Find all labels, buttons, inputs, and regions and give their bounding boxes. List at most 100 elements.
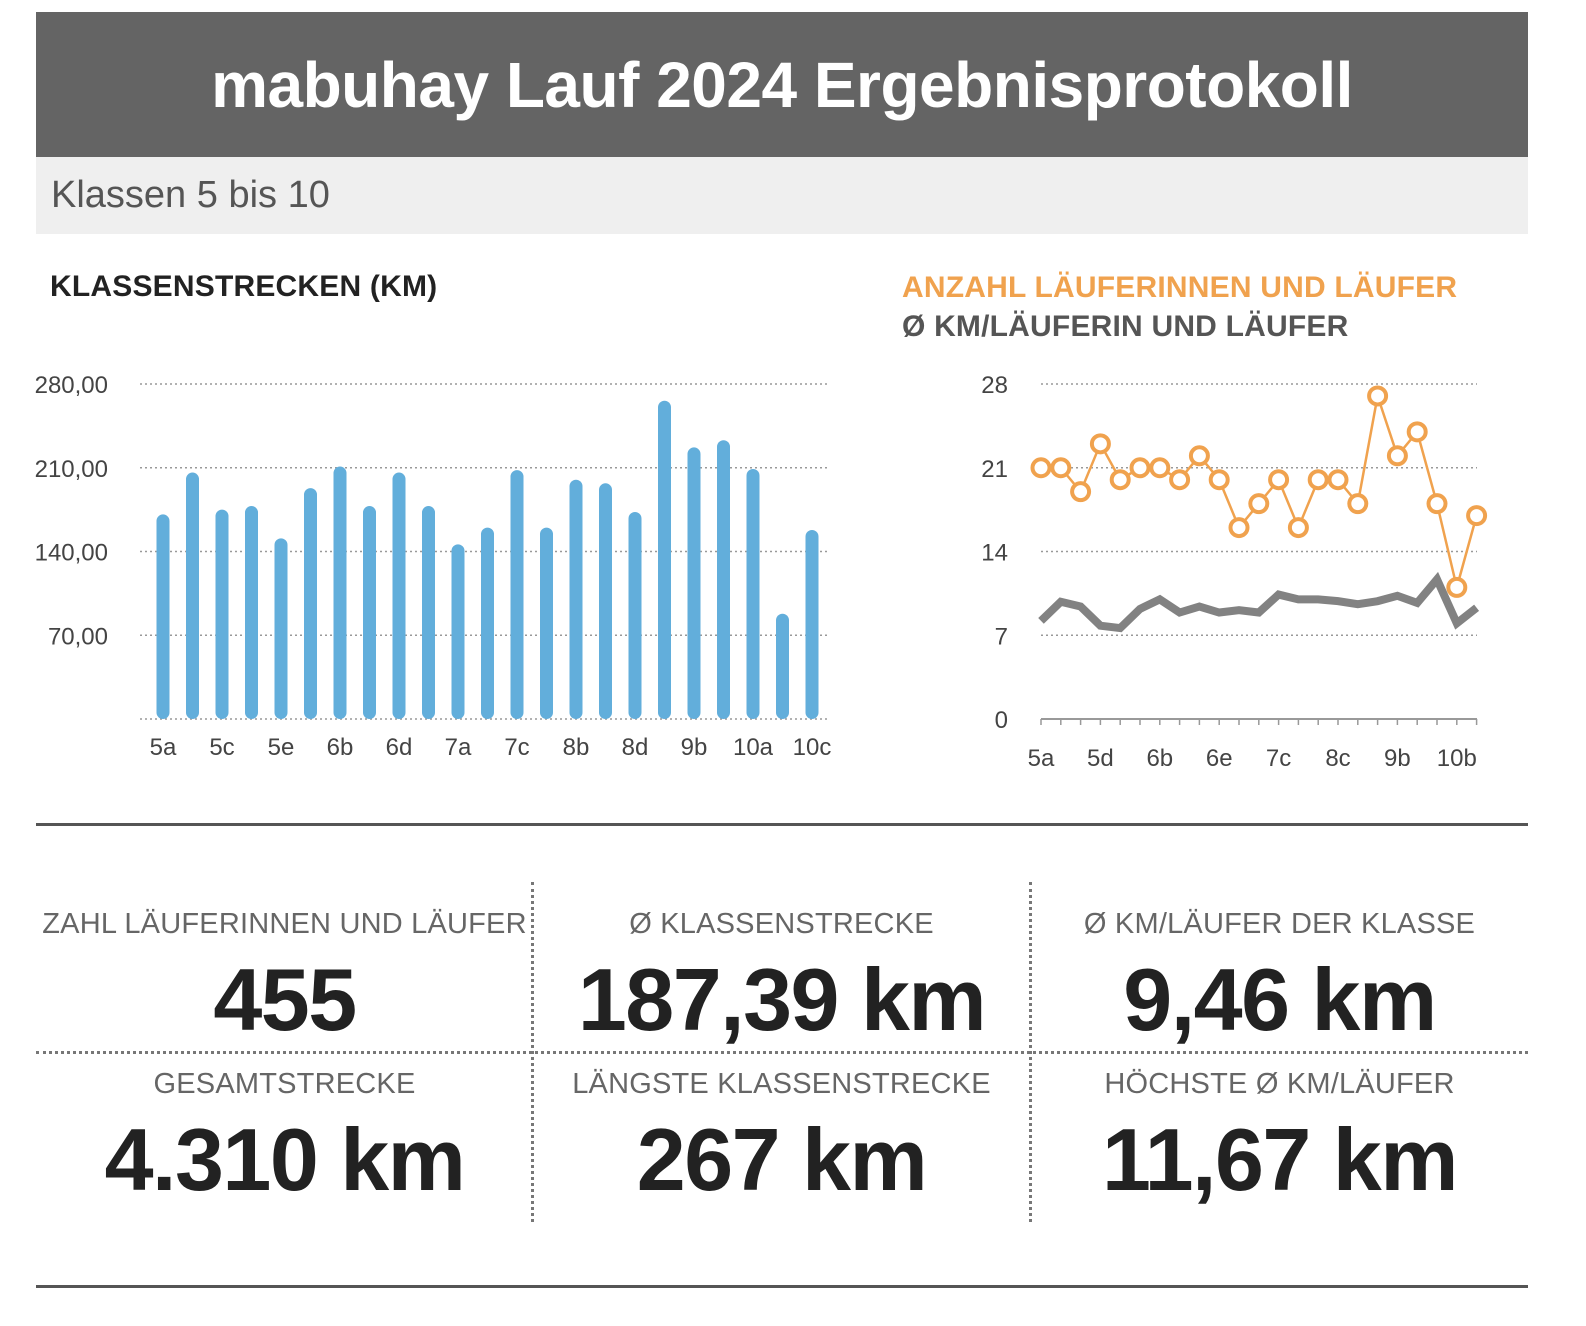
bar bbox=[569, 479, 583, 719]
stat-label: Ø KM/LÄUFER DER KLASSE bbox=[1083, 908, 1476, 940]
data-point bbox=[1287, 517, 1309, 539]
x-tick-label: 5e bbox=[268, 734, 295, 761]
x-tick-label: 8b bbox=[563, 734, 590, 761]
y-tick-label: 70,00 bbox=[48, 623, 108, 650]
line-chart: 0 7 14 21 28 5a 5d 6b 6e 7c 8c 9b 10b bbox=[981, 372, 1488, 772]
bar bbox=[628, 512, 642, 719]
data-point bbox=[1307, 469, 1329, 491]
x-tick-label: 10a bbox=[733, 734, 774, 761]
bar bbox=[245, 506, 258, 719]
bar bbox=[687, 447, 701, 719]
bar bbox=[805, 529, 819, 719]
x-tick-label: 5c bbox=[209, 734, 234, 761]
x-tick-label: 10b bbox=[1437, 745, 1477, 772]
data-point bbox=[1347, 493, 1369, 515]
line-chart-title: ANZAHL LÄUFERINNEN UND LÄUFER bbox=[902, 271, 1458, 304]
data-point bbox=[1386, 445, 1408, 467]
stat-total-distance: GESAMTSTRECKE 4.310 km bbox=[36, 1068, 533, 1211]
x-tick-label: 10c bbox=[793, 734, 832, 761]
bar bbox=[451, 544, 465, 719]
stat-runner-count: ZAHL LÄUFERINNEN UND LÄUFER 455 bbox=[36, 908, 533, 1051]
bar bbox=[717, 440, 730, 719]
data-point bbox=[1327, 469, 1349, 491]
data-point bbox=[1446, 576, 1468, 598]
bar bbox=[304, 488, 317, 719]
data-point bbox=[1030, 457, 1052, 479]
x-tick-label: 5a bbox=[1028, 745, 1055, 772]
stat-divider-horizontal bbox=[36, 1051, 1528, 1054]
y-tick-label: 7 bbox=[995, 623, 1008, 650]
stat-avg-class-distance: Ø KLASSENSTRECKE 187,39 km bbox=[533, 908, 1030, 1051]
stat-value: 267 km bbox=[636, 1110, 928, 1209]
bar bbox=[215, 509, 229, 719]
line-chart-subtitle: Ø KM/LÄUFERIN UND LÄUFER bbox=[902, 310, 1349, 343]
page-subtitle: Klassen 5 bis 10 bbox=[51, 174, 330, 216]
stat-label: Ø KLASSENSTRECKE bbox=[629, 908, 934, 940]
bar bbox=[746, 468, 760, 719]
stat-label: HÖCHSTE Ø KM/LÄUFER bbox=[1104, 1068, 1455, 1100]
x-tick-label: 8c bbox=[1325, 745, 1350, 772]
data-point bbox=[1149, 457, 1171, 479]
bar bbox=[363, 506, 376, 719]
stat-highest-avg-km: HÖCHSTE Ø KM/LÄUFER 11,67 km bbox=[1031, 1068, 1528, 1211]
stat-value: 11,67 km bbox=[1102, 1110, 1459, 1209]
page-subtitle-bar: Klassen 5 bis 10 bbox=[36, 157, 1528, 234]
stat-label: GESAMTSTRECKE bbox=[153, 1068, 416, 1100]
x-tick-label: 6b bbox=[1146, 745, 1173, 772]
bar bbox=[481, 527, 494, 719]
divider-bottom bbox=[36, 1285, 1528, 1288]
stat-avg-km-per-runner: Ø KM/LÄUFER DER KLASSE 9,46 km bbox=[1031, 908, 1528, 1051]
bar bbox=[540, 527, 553, 719]
bar bbox=[776, 613, 789, 719]
x-tick-label: 9b bbox=[1384, 745, 1411, 772]
data-point bbox=[1406, 421, 1428, 443]
stat-longest-class-distance: LÄNGSTE KLASSENSTRECKE 267 km bbox=[533, 1068, 1030, 1211]
bar bbox=[599, 483, 612, 719]
y-tick-label: 0 bbox=[995, 707, 1008, 734]
x-tick-label: 6d bbox=[386, 734, 413, 761]
divider-top bbox=[36, 823, 1528, 826]
stat-label: ZAHL LÄUFERINNEN UND LÄUFER bbox=[42, 908, 527, 940]
y-tick-label: 14 bbox=[981, 540, 1008, 567]
bar bbox=[658, 400, 671, 719]
stat-value: 455 bbox=[213, 950, 357, 1049]
y-tick-label: 140,00 bbox=[35, 540, 108, 567]
data-point bbox=[1426, 493, 1448, 515]
x-tick-label: 5a bbox=[150, 734, 177, 761]
data-point bbox=[1129, 457, 1151, 479]
data-point bbox=[1188, 445, 1210, 467]
bar bbox=[422, 506, 435, 719]
series-line-avg-km bbox=[1038, 571, 1480, 633]
data-point bbox=[1169, 469, 1191, 491]
data-point bbox=[1248, 493, 1270, 515]
bar bbox=[392, 472, 406, 719]
bar bbox=[274, 538, 288, 719]
bar bbox=[156, 514, 170, 719]
data-point bbox=[1466, 505, 1488, 527]
page-title: mabuhay Lauf 2024 Ergebnisprotokoll bbox=[211, 48, 1353, 121]
data-point bbox=[1367, 385, 1389, 407]
y-tick-label: 280,00 bbox=[35, 372, 108, 399]
bar-chart: 70,00 140,00 210,00 280,00 5a 5c 5e 6b 6d 7a 7c 8b 8… bbox=[35, 372, 832, 761]
data-point bbox=[1070, 481, 1092, 503]
x-tick-label: 7c bbox=[504, 734, 529, 761]
stat-value: 9,46 km bbox=[1123, 950, 1437, 1049]
y-tick-label: 21 bbox=[981, 456, 1008, 483]
data-point bbox=[1109, 469, 1131, 491]
bar bbox=[186, 472, 199, 719]
stat-label: LÄNGSTE KLASSENSTRECKE bbox=[572, 1068, 991, 1100]
stat-value: 187,39 km bbox=[577, 950, 987, 1049]
stat-value: 4.310 km bbox=[104, 1110, 466, 1209]
x-tick-label: 7a bbox=[445, 734, 472, 761]
data-point bbox=[1228, 517, 1250, 539]
page-header: mabuhay Lauf 2024 Ergebnisprotokoll bbox=[36, 12, 1528, 157]
data-point bbox=[1208, 469, 1230, 491]
y-tick-label: 28 bbox=[981, 372, 1008, 399]
x-tick-label: 9b bbox=[681, 734, 708, 761]
bar-chart-title: KLASSENSTRECKEN (KM) bbox=[50, 270, 438, 303]
x-tick-label: 7c bbox=[1266, 745, 1291, 772]
data-point bbox=[1268, 469, 1290, 491]
bar bbox=[333, 466, 347, 719]
data-point bbox=[1050, 457, 1072, 479]
x-tick-label: 5d bbox=[1087, 745, 1114, 772]
